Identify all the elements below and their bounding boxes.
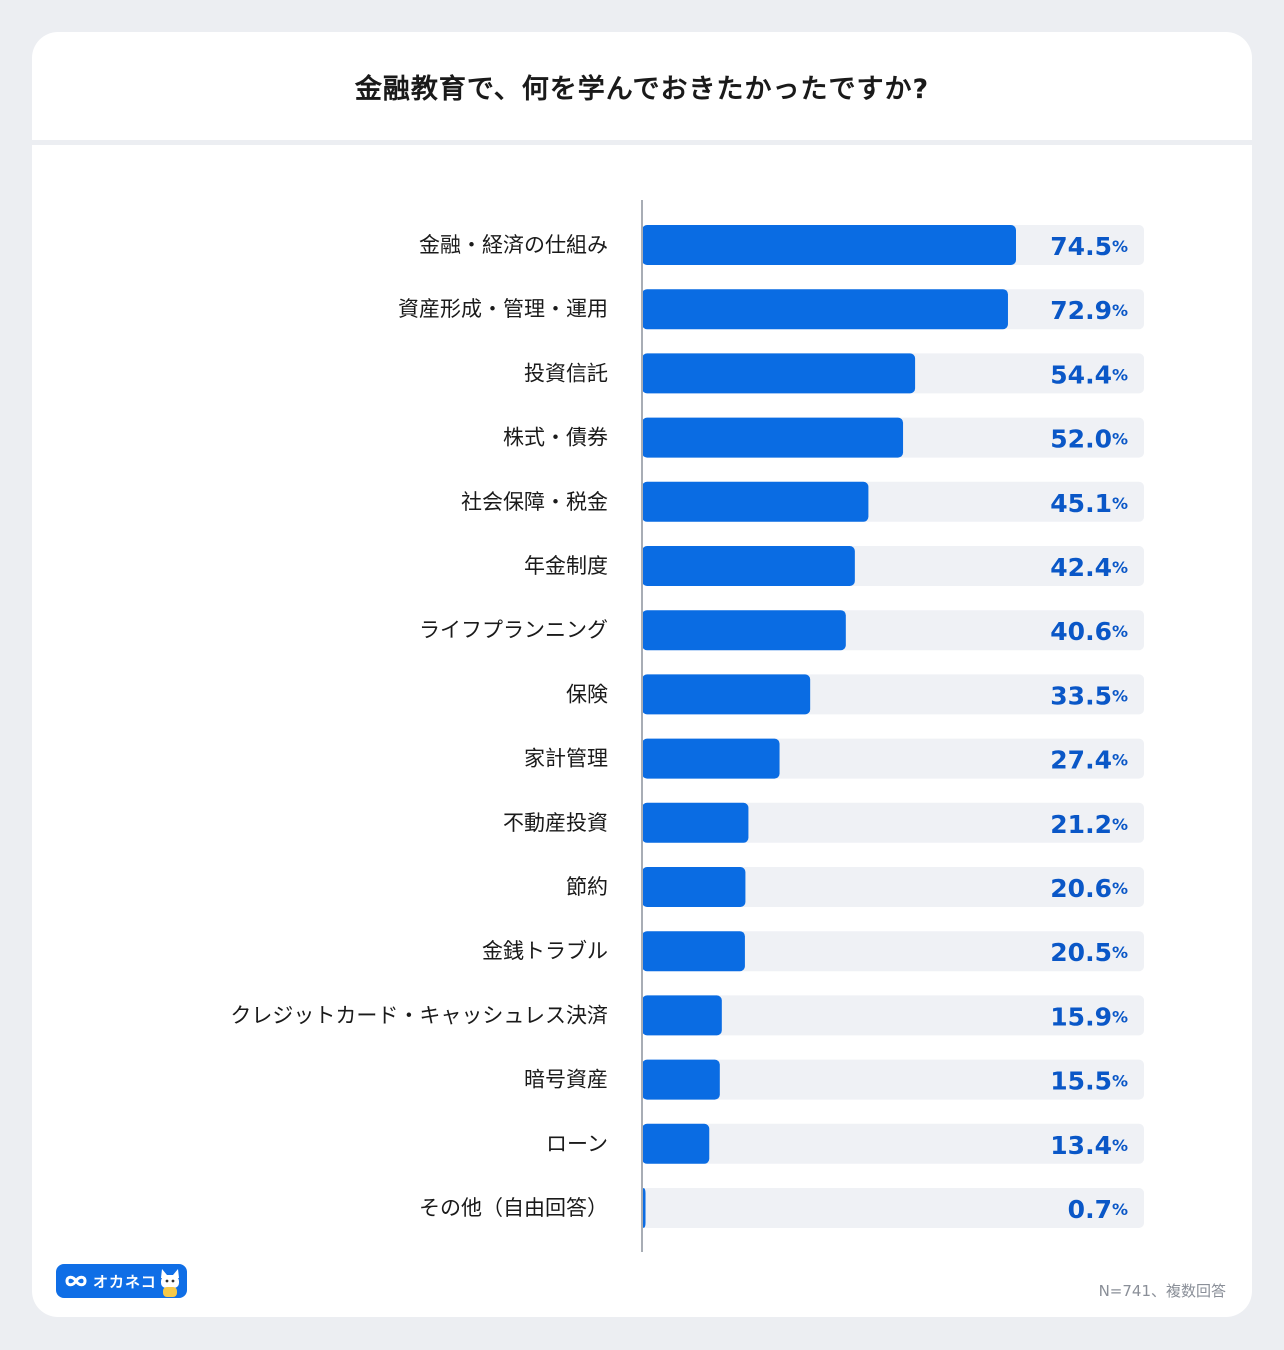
category-label: その他（自由回答）: [419, 1196, 608, 1220]
value-unit: %: [1112, 1007, 1128, 1026]
infinity-icon: [65, 1275, 87, 1287]
value-label: 72.9%: [1050, 296, 1128, 325]
value-unit: %: [1112, 622, 1128, 641]
category-label: 不動産投資: [503, 811, 608, 835]
value-unit: %: [1112, 301, 1128, 320]
value-unit: %: [1112, 1200, 1128, 1219]
value-number: 15.5: [1050, 1066, 1112, 1095]
category-label: クレジットカード・キャッシュレス決済: [230, 1003, 608, 1027]
okaneko-logo: オカネコ: [56, 1264, 187, 1298]
bar: [642, 674, 811, 715]
value-unit: %: [1112, 943, 1128, 962]
value-label: 21.2%: [1050, 809, 1128, 838]
category-label: 株式・債券: [503, 426, 608, 450]
value-unit: %: [1112, 686, 1128, 705]
value-number: 20.5: [1050, 938, 1112, 967]
value-label: 15.5%: [1050, 1066, 1128, 1095]
sample-note: N=741、複数回答: [1098, 1282, 1226, 1300]
bar: [642, 610, 846, 651]
value-number: 42.4: [1050, 553, 1112, 582]
chart-title: 金融教育で、何を学んでおきたかったですか?: [354, 73, 930, 105]
value-label: 27.4%: [1050, 745, 1128, 774]
value-number: 15.9: [1050, 1002, 1112, 1031]
bar: [642, 417, 904, 458]
value-label: 45.1%: [1050, 488, 1128, 517]
value-label: 52.0%: [1050, 424, 1128, 453]
value-label: 13.4%: [1050, 1130, 1128, 1159]
cat-mascot-icon: [161, 1269, 179, 1297]
value-label: 20.6%: [1050, 874, 1128, 903]
category-label: 資産形成・管理・運用: [398, 297, 608, 321]
value-unit: %: [1112, 814, 1128, 833]
value-label: 74.5%: [1050, 232, 1128, 261]
value-number: 33.5: [1050, 681, 1112, 710]
category-label: ライフプランニング: [419, 618, 608, 642]
value-unit: %: [1112, 365, 1128, 384]
chart-card: 金融教育で、何を学んでおきたかったですか? 金融・経済の仕組み 74.5% 資産形成…: [32, 32, 1252, 1317]
bar-track: [642, 931, 1144, 972]
category-label: 年金制度: [524, 554, 608, 578]
value-label: 20.5%: [1050, 938, 1128, 967]
value-number: 13.4: [1050, 1130, 1112, 1159]
category-label: 節約: [566, 875, 608, 899]
bar: [642, 1123, 710, 1164]
bar: [642, 546, 855, 586]
bar-track: [642, 1188, 1144, 1228]
value-unit: %: [1112, 750, 1128, 769]
value-number: 72.9: [1050, 296, 1112, 325]
bar-track: [642, 1123, 1144, 1164]
category-label: 家計管理: [524, 747, 608, 771]
value-label: 33.5%: [1050, 681, 1128, 710]
bar-track: [642, 802, 1144, 843]
category-label: ローン: [546, 1132, 608, 1156]
category-label: 金融・経済の仕組み: [419, 233, 608, 257]
bar: [642, 802, 749, 843]
bar: [642, 225, 1016, 265]
value-number: 21.2: [1050, 809, 1112, 838]
value-number: 45.1: [1050, 488, 1112, 517]
value-label: 15.9%: [1050, 1002, 1128, 1031]
category-label: 暗号資産: [524, 1068, 608, 1092]
category-label: 社会保障・税金: [461, 490, 608, 514]
bar: [642, 867, 746, 907]
bar: [642, 289, 1008, 330]
value-number: 52.0: [1050, 424, 1112, 453]
bar: [642, 1059, 720, 1100]
value-unit: %: [1112, 1135, 1128, 1154]
value-number: 0.7: [1068, 1195, 1112, 1224]
logo-text: オカネコ: [93, 1272, 157, 1291]
category-label: 投資信託: [524, 361, 608, 385]
value-label: 42.4%: [1050, 553, 1128, 582]
value-number: 40.6: [1050, 617, 1112, 646]
value-unit: %: [1112, 429, 1128, 448]
value-unit: %: [1112, 493, 1128, 512]
value-number: 27.4: [1050, 745, 1112, 774]
category-label: 保険: [566, 682, 608, 706]
value-unit: %: [1112, 1071, 1128, 1090]
bar: [642, 738, 780, 779]
category-label: 金銭トラブル: [482, 939, 608, 963]
bar-chart: 金融・経済の仕組み 74.5% 資産形成・管理・運用 72.9% 投資信託 54.4% 株式…: [230, 200, 1144, 1252]
bar-track: [642, 867, 1144, 907]
value-number: 20.6: [1050, 874, 1112, 903]
value-unit: %: [1112, 237, 1128, 256]
value-unit: %: [1112, 879, 1128, 898]
value-label: 54.4%: [1050, 360, 1128, 389]
bar: [642, 353, 916, 394]
bar: [642, 931, 745, 972]
title-bar: 金融教育で、何を学んでおきたかったですか?: [32, 32, 1252, 145]
value-label: 40.6%: [1050, 617, 1128, 646]
bar: [642, 995, 722, 1036]
value-number: 74.5: [1050, 232, 1112, 261]
bar-track: [642, 995, 1144, 1036]
bar-track: [642, 1059, 1144, 1100]
bar: [642, 481, 869, 522]
value-unit: %: [1112, 558, 1128, 577]
value-number: 54.4: [1050, 360, 1112, 389]
value-label: 0.7%: [1068, 1195, 1128, 1224]
